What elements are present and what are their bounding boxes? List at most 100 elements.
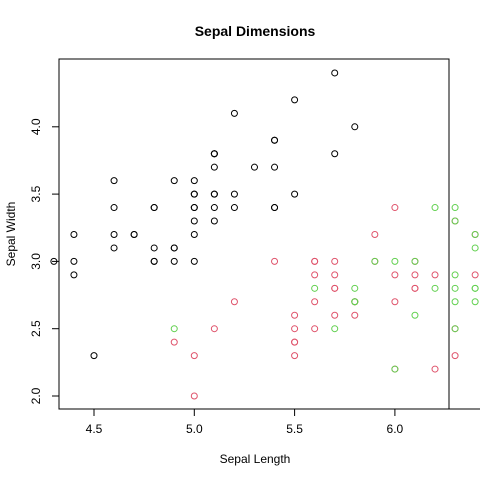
x-tick-label: 5.5	[286, 422, 303, 436]
data-point-series-2	[190, 352, 198, 360]
data-point-series-1	[110, 177, 118, 185]
x-axis-ticks: 4.55.05.56.06.57.07.58.0	[86, 409, 404, 436]
data-point-series-3	[451, 217, 459, 225]
data-point-series-1	[271, 136, 279, 144]
data-point-series-1	[150, 257, 158, 265]
data-point-series-2	[391, 204, 399, 212]
data-point-series-2	[411, 271, 419, 279]
data-point-series-3	[471, 230, 479, 238]
data-point-series-1	[271, 204, 279, 212]
x-tick-label: 6.0	[387, 422, 404, 436]
data-point-series-1	[70, 230, 78, 238]
data-point-series-2	[331, 311, 339, 319]
data-point-series-3	[451, 204, 459, 212]
data-point-series-1	[190, 217, 198, 225]
data-point-series-1	[291, 96, 299, 104]
x-tick-label: 4.5	[86, 422, 103, 436]
data-point-series-1	[170, 177, 178, 185]
data-point-series-3	[391, 365, 399, 373]
y-axis-ticks: 2.0 2.5 3.0 3.5 4.0	[29, 118, 59, 404]
data-point-series-3	[371, 257, 379, 265]
data-point-series-1	[230, 190, 238, 198]
data-point-series-3	[451, 325, 459, 333]
data-point-series-1	[170, 257, 178, 265]
x-axis-label: Sepal Length	[220, 452, 291, 466]
data-point-series-2	[291, 311, 299, 319]
data-point-series-3	[391, 257, 399, 265]
data-point-series-2	[351, 311, 359, 319]
y-axis-label: Sepal Width	[4, 202, 18, 267]
data-point-series-3	[331, 325, 339, 333]
data-point-series-2	[431, 365, 439, 373]
data-point-series-2	[271, 257, 279, 265]
data-point-series-1	[70, 271, 78, 279]
data-point-series-1	[331, 69, 339, 77]
data-point-series-2	[230, 298, 238, 306]
data-point-series-1	[70, 257, 78, 265]
data-point-series-2	[451, 352, 459, 360]
data-point-series-1	[190, 177, 198, 185]
data-point-series-2	[291, 325, 299, 333]
data-point-series-3	[411, 257, 419, 265]
data-point-series-1	[210, 163, 218, 171]
data-point-series-2	[331, 257, 339, 265]
data-point-series-1	[351, 123, 359, 131]
data-points	[50, 69, 479, 400]
data-point-series-2	[311, 257, 319, 265]
data-point-series-3	[431, 284, 439, 292]
y-tick-label: 3.5	[29, 185, 43, 202]
data-point-series-3	[351, 284, 359, 292]
y-tick-label: 2.5	[29, 320, 43, 337]
data-point-series-1	[50, 257, 58, 265]
data-point-series-3	[411, 311, 419, 319]
y-tick-label: 3.0	[29, 253, 43, 270]
data-point-series-1	[230, 204, 238, 212]
data-point-series-3	[451, 271, 459, 279]
data-point-series-3	[451, 284, 459, 292]
data-point-series-1	[190, 204, 198, 212]
data-point-series-2	[311, 325, 319, 333]
data-point-series-1	[110, 244, 118, 252]
data-point-series-1	[291, 190, 299, 198]
data-point-series-3	[471, 298, 479, 306]
data-point-series-2	[391, 271, 399, 279]
data-point-series-2	[331, 284, 339, 292]
data-point-series-1	[230, 109, 238, 117]
data-point-series-1	[210, 204, 218, 212]
data-point-series-1	[190, 257, 198, 265]
data-point-series-1	[150, 244, 158, 252]
data-point-series-3	[351, 298, 359, 306]
data-point-series-3	[311, 284, 319, 292]
data-point-series-1	[250, 163, 258, 171]
data-point-series-2	[311, 271, 319, 279]
data-point-series-2	[471, 271, 479, 279]
data-point-series-2	[170, 338, 178, 346]
data-point-series-1	[130, 230, 138, 238]
y-tick-label: 4.0	[29, 118, 43, 135]
data-point-series-1	[210, 190, 218, 198]
chart-title: Sepal Dimensions	[195, 23, 316, 39]
data-point-series-2	[190, 392, 198, 400]
data-point-series-3	[431, 204, 439, 212]
data-point-series-2	[371, 230, 379, 238]
data-point-series-1	[110, 230, 118, 238]
data-point-series-1	[210, 217, 218, 225]
data-point-series-2	[311, 298, 319, 306]
data-point-series-1	[190, 190, 198, 198]
data-point-series-2	[331, 271, 339, 279]
data-point-series-3	[170, 325, 178, 333]
data-point-series-3	[471, 284, 479, 292]
data-point-series-1	[170, 244, 178, 252]
x-tick-label: 5.0	[186, 422, 203, 436]
data-point-series-1	[90, 352, 98, 360]
data-point-series-1	[210, 150, 218, 158]
data-point-series-1	[331, 150, 339, 158]
data-point-series-1	[190, 230, 198, 238]
data-point-series-2	[291, 352, 299, 360]
data-point-series-1	[110, 204, 118, 212]
data-point-series-3	[451, 298, 459, 306]
data-point-series-2	[431, 271, 439, 279]
data-point-series-1	[271, 163, 279, 171]
data-point-series-3	[471, 244, 479, 252]
